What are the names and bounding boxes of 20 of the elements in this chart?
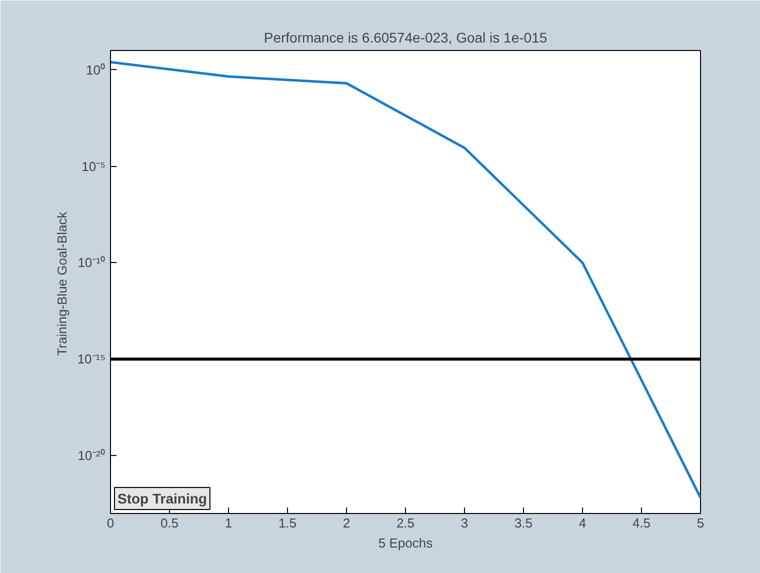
x-tick-label: 1.5 <box>278 516 297 530</box>
annotation: Stop Training <box>118 490 207 506</box>
x-tick-label: 3 <box>460 516 468 530</box>
x-axis-title: 5 Epochs <box>378 536 434 550</box>
x-tick-label: 4 <box>578 516 586 530</box>
y-axis-title: Training-Blue Goal-Black <box>54 211 70 356</box>
y-tick-label: 10⁻¹⁵ <box>77 352 106 367</box>
y-tick-label: 10⁻¹⁰ <box>78 255 106 270</box>
y-tick-label: 10⁻²⁰ <box>78 448 106 464</box>
x-tick-label: 2 <box>342 516 350 530</box>
y-tick-label: 10⁻⁵ <box>82 158 106 174</box>
x-tick-label: 1 <box>224 516 232 530</box>
x-tick-label: 5 <box>696 516 704 530</box>
x-tick-label: 3.5 <box>514 516 533 530</box>
y-tick-label: 10⁰ <box>86 62 106 78</box>
x-tick-label: 0.5 <box>160 516 179 530</box>
x-tick-label: 4.5 <box>632 516 651 530</box>
x-tick-label: 0 <box>106 516 114 530</box>
chart-title: Performance is 6.60574e-023, Goal is 1e-015 <box>264 30 548 46</box>
x-tick-label: 2.5 <box>396 516 415 530</box>
